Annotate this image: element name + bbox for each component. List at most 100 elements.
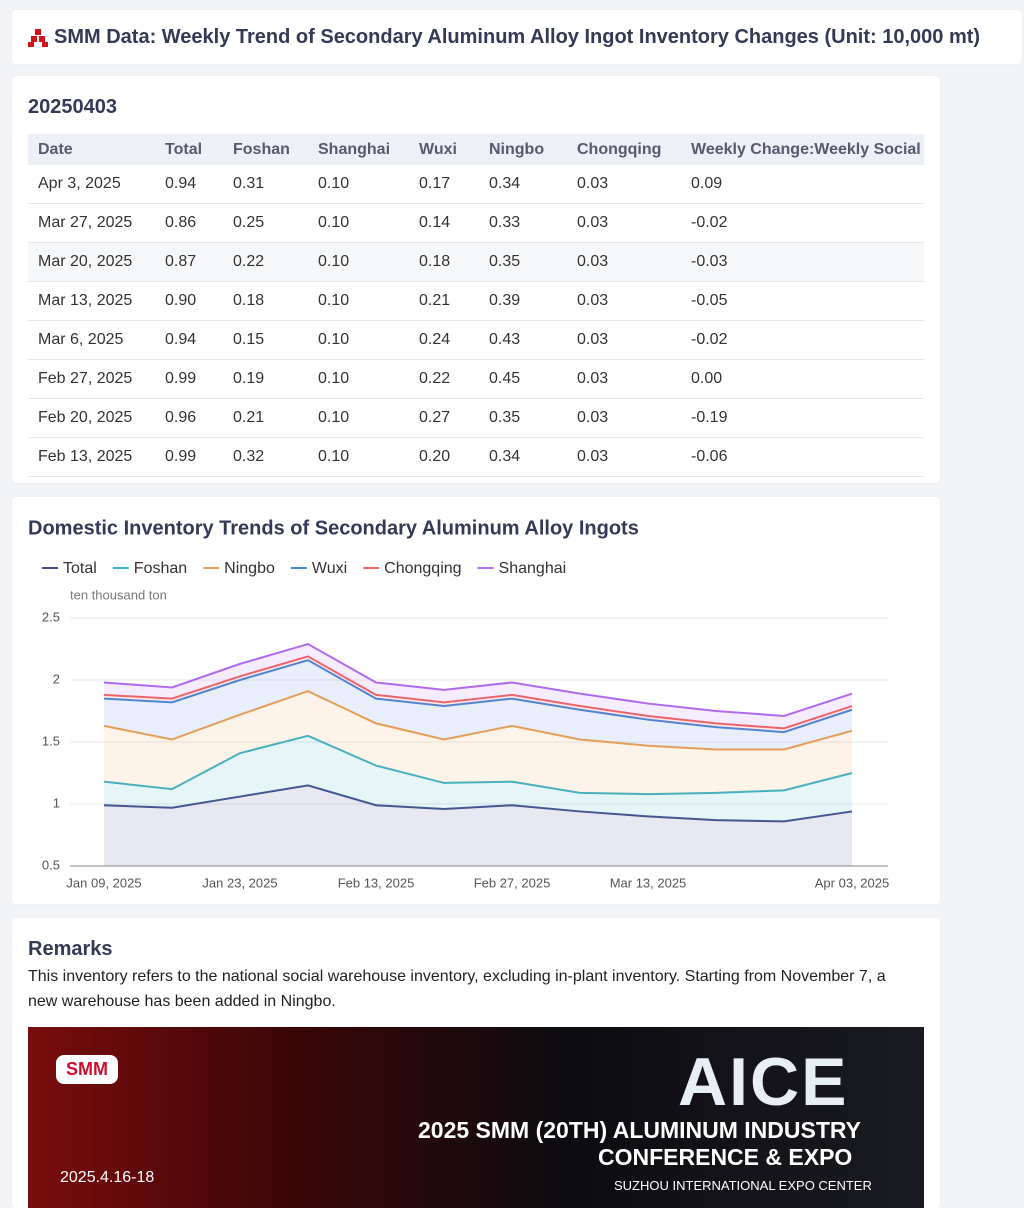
table-cell: 0.19 — [223, 359, 308, 399]
y-tick-label: 0.5 — [42, 857, 60, 872]
table-cell: 0.90 — [155, 281, 223, 321]
table-cell: 0.34 — [479, 165, 567, 204]
table-cell: 0.31 — [223, 165, 308, 204]
table-row: Mar 20, 2025 0.87 0.22 0.10 0.18 0.35 0.03 -0.0… — [28, 242, 924, 282]
table-cell: 0.03 — [567, 320, 681, 360]
banner-line2: CONFERENCE & EXPO — [598, 1144, 853, 1170]
table-cell: 0.34 — [479, 437, 567, 477]
area-fill — [104, 691, 852, 795]
area-fill — [104, 660, 852, 750]
table-cell: Feb 20, 2025 — [28, 398, 155, 438]
x-tick-label: Feb 27, 2025 — [474, 875, 551, 890]
table-cell: 0.99 — [155, 437, 223, 477]
table-cell: 0.10 — [308, 320, 409, 360]
table-cell: 0.10 — [308, 359, 409, 399]
table-cell: 0.03 — [567, 437, 681, 477]
area-fill — [104, 785, 852, 866]
legend-label: Foshan — [134, 560, 187, 577]
banner-brand: AICE — [678, 1044, 849, 1120]
column-header: Foshan — [223, 134, 308, 165]
table-cell: 0.22 — [409, 359, 479, 399]
column-header: Date — [28, 134, 155, 165]
table-cell: 0.10 — [308, 398, 409, 438]
column-header: Wuxi — [409, 134, 479, 165]
banner: SMM 2025.4.16-18 AICE 2025 SMM (20TH) AL… — [28, 1027, 924, 1208]
table-cell: 0.32 — [223, 437, 308, 477]
table-cell: Feb 13, 2025 — [28, 437, 155, 477]
logo-icon — [28, 29, 48, 47]
table-header: Date Total Foshan Shanghai Wuxi Ningbo Chongqi… — [28, 134, 924, 165]
table-cell: Mar 13, 2025 — [28, 281, 155, 321]
column-header: Shanghai — [308, 134, 409, 165]
column-header: Ningbo — [479, 134, 567, 165]
table-row: Apr 3, 2025 0.94 0.31 0.10 0.17 0.34 0.03 0.09 — [28, 165, 924, 204]
table-cell: 0.94 — [155, 320, 223, 360]
column-header: Weekly Change:Weekly Social Inventory — [681, 134, 924, 165]
table-cell: 0.94 — [155, 165, 223, 204]
y-axis-label: ten thousand ton — [70, 587, 167, 602]
series-line — [103, 659, 853, 734]
table-cell: 0.39 — [479, 281, 567, 321]
table-cell: 0.00 — [681, 359, 924, 399]
remarks-card: Remarks This inventory refers to the nat… — [12, 918, 940, 1208]
table-cell: 0.43 — [479, 320, 567, 360]
inventory-table: Date Total Foshan Shanghai Wuxi Ningbo Chongqi… — [28, 134, 924, 477]
table-cell: -0.06 — [681, 437, 924, 477]
series-line — [103, 642, 853, 717]
table-cell: 0.35 — [479, 398, 567, 438]
table-cell: -0.03 — [681, 242, 924, 282]
x-tick-label: Apr 03, 2025 — [815, 875, 889, 890]
table-cell: Apr 3, 2025 — [28, 165, 155, 204]
table-cell: 0.25 — [223, 203, 308, 243]
area-fill — [104, 644, 852, 729]
table-cell: Feb 27, 2025 — [28, 359, 155, 399]
x-tick-label: Feb 13, 2025 — [338, 875, 415, 890]
table-cell: 0.03 — [567, 165, 681, 204]
x-tick-label: Jan 09, 2025 — [66, 875, 141, 890]
table-cell: 0.20 — [409, 437, 479, 477]
header: SMM Data: Weekly Trend of Secondary Alum… — [12, 10, 1022, 64]
table-cell: 0.87 — [155, 242, 223, 282]
table-cell: -0.02 — [681, 203, 924, 243]
header-title: SMM Data: Weekly Trend of Secondary Alum… — [54, 26, 981, 48]
series-line — [103, 784, 853, 823]
table-cell: 0.03 — [567, 359, 681, 399]
table-cell: 0.17 — [409, 165, 479, 204]
column-header: Chongqing — [567, 134, 681, 165]
legend-label: Shanghai — [499, 560, 567, 577]
y-tick-label: 2 — [53, 671, 60, 686]
table-row: Feb 20, 2025 0.96 0.21 0.10 0.27 0.35 0.03 -0.1… — [28, 398, 924, 438]
x-tick-label: Mar 13, 2025 — [610, 875, 687, 890]
table-cell: Mar 27, 2025 — [28, 203, 155, 243]
area-fill — [104, 735, 852, 822]
table-cell: 0.27 — [409, 398, 479, 438]
chart-card: Domestic Inventory Trends of Secondary A… — [12, 497, 940, 904]
remarks-text: This inventory refers to the national so… — [28, 968, 886, 1010]
banner-venue: SUZHOU INTERNATIONAL EXPO CENTER — [614, 1178, 872, 1193]
table-cell: 0.86 — [155, 203, 223, 243]
table-cell: 0.03 — [567, 281, 681, 321]
table-cell: 0.10 — [308, 437, 409, 477]
table-cell: 0.03 — [567, 242, 681, 282]
legend-label: Chongqing — [384, 560, 461, 577]
table-cell: -0.19 — [681, 398, 924, 438]
chart: Domestic Inventory Trends of Secondary A… — [28, 517, 889, 890]
remarks-title: Remarks — [28, 938, 113, 960]
table-row: Mar 27, 2025 0.86 0.25 0.10 0.14 0.33 0.03 -0.0… — [28, 203, 924, 243]
series-line — [103, 734, 853, 796]
table-row: Feb 13, 2025 0.99 0.32 0.10 0.20 0.34 0.03 -0.0… — [28, 437, 924, 477]
table-cell: 0.10 — [308, 165, 409, 204]
table-cell: -0.02 — [681, 320, 924, 360]
table-row: Feb 27, 2025 0.99 0.19 0.10 0.22 0.45 0.03 0.00 — [28, 359, 924, 399]
table-cell: 0.10 — [308, 281, 409, 321]
table-cell: 0.18 — [409, 242, 479, 282]
table-cell: 0.18 — [223, 281, 308, 321]
banner-logo: SMM — [56, 1055, 118, 1084]
table-cell: 0.10 — [308, 242, 409, 282]
table-cell: 0.14 — [409, 203, 479, 243]
table-cell: 0.24 — [409, 320, 479, 360]
legend-label: Wuxi — [312, 560, 347, 577]
table-row: Mar 6, 2025 0.94 0.15 0.10 0.24 0.43 0.03 -0.02 — [28, 320, 924, 360]
series-line — [103, 655, 853, 730]
